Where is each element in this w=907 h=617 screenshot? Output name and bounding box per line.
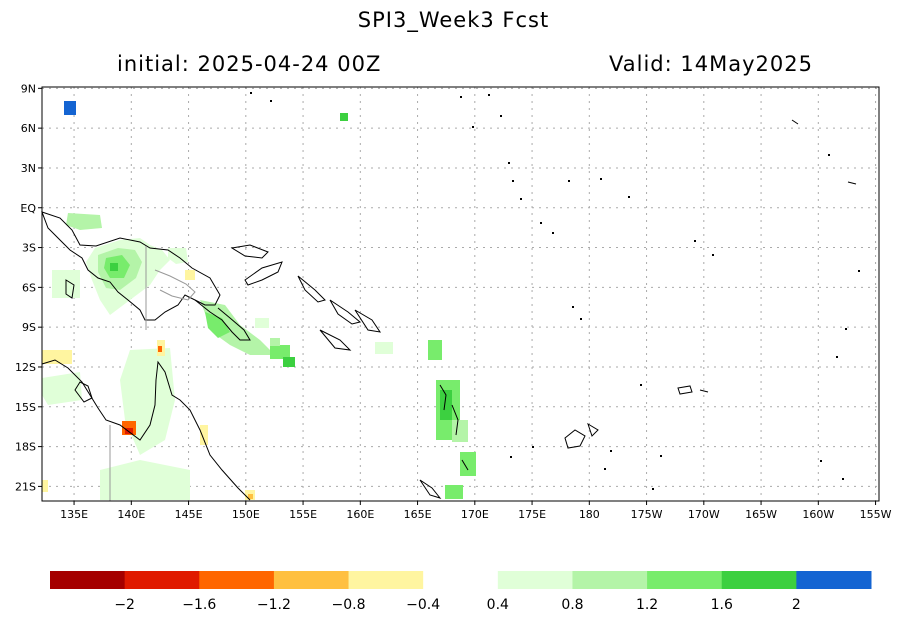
- lat-label: 12S: [15, 361, 36, 374]
- anomaly-shading: [42, 101, 476, 500]
- island-dots: [250, 92, 860, 490]
- lon-label: 160W: [802, 508, 834, 521]
- lon-label: 155W: [860, 508, 892, 521]
- latitude-labels: 9N 6N 3N EQ 3S 6S 9S 12S 15S 18S 21S: [15, 82, 42, 493]
- political-boundaries: [109, 246, 196, 501]
- lat-label: 21S: [15, 480, 36, 493]
- lat-label: 6N: [21, 122, 36, 135]
- lon-label: 180: [579, 508, 600, 521]
- lon-label: 135E: [60, 508, 88, 521]
- valid-time-label: Valid: 14May2025: [609, 52, 813, 76]
- lat-label: 9S: [22, 321, 36, 334]
- map-title: SPI3_Week3 Fcst: [357, 8, 550, 32]
- lon-label: 155E: [289, 508, 317, 521]
- lat-label: 18S: [15, 441, 36, 454]
- map-border: [41, 86, 880, 502]
- lat-label: 6S: [22, 281, 36, 294]
- lon-label: 170E: [461, 508, 489, 521]
- lon-label: 165W: [745, 508, 777, 521]
- lat-label: 9N: [21, 82, 36, 95]
- lat-label: 15S: [15, 401, 36, 414]
- lon-label: 160E: [346, 508, 374, 521]
- lat-label: 3S: [22, 242, 36, 255]
- longitude-labels: 135E 140E 145E 150E 155E 160E 165E 170E 175E 180 1…: [60, 501, 892, 521]
- lon-label: 140E: [117, 508, 145, 521]
- lon-label: 175E: [518, 508, 546, 521]
- lat-label: 3N: [21, 162, 36, 175]
- initial-time-label: initial: 2025-04-24 00Z: [117, 52, 382, 76]
- lon-label: 170W: [688, 508, 720, 521]
- lat-label: EQ: [20, 202, 36, 215]
- lon-label: 175W: [631, 508, 663, 521]
- lon-label: 165E: [404, 508, 432, 521]
- lon-label: 150E: [232, 508, 260, 521]
- lon-label: 145E: [175, 508, 203, 521]
